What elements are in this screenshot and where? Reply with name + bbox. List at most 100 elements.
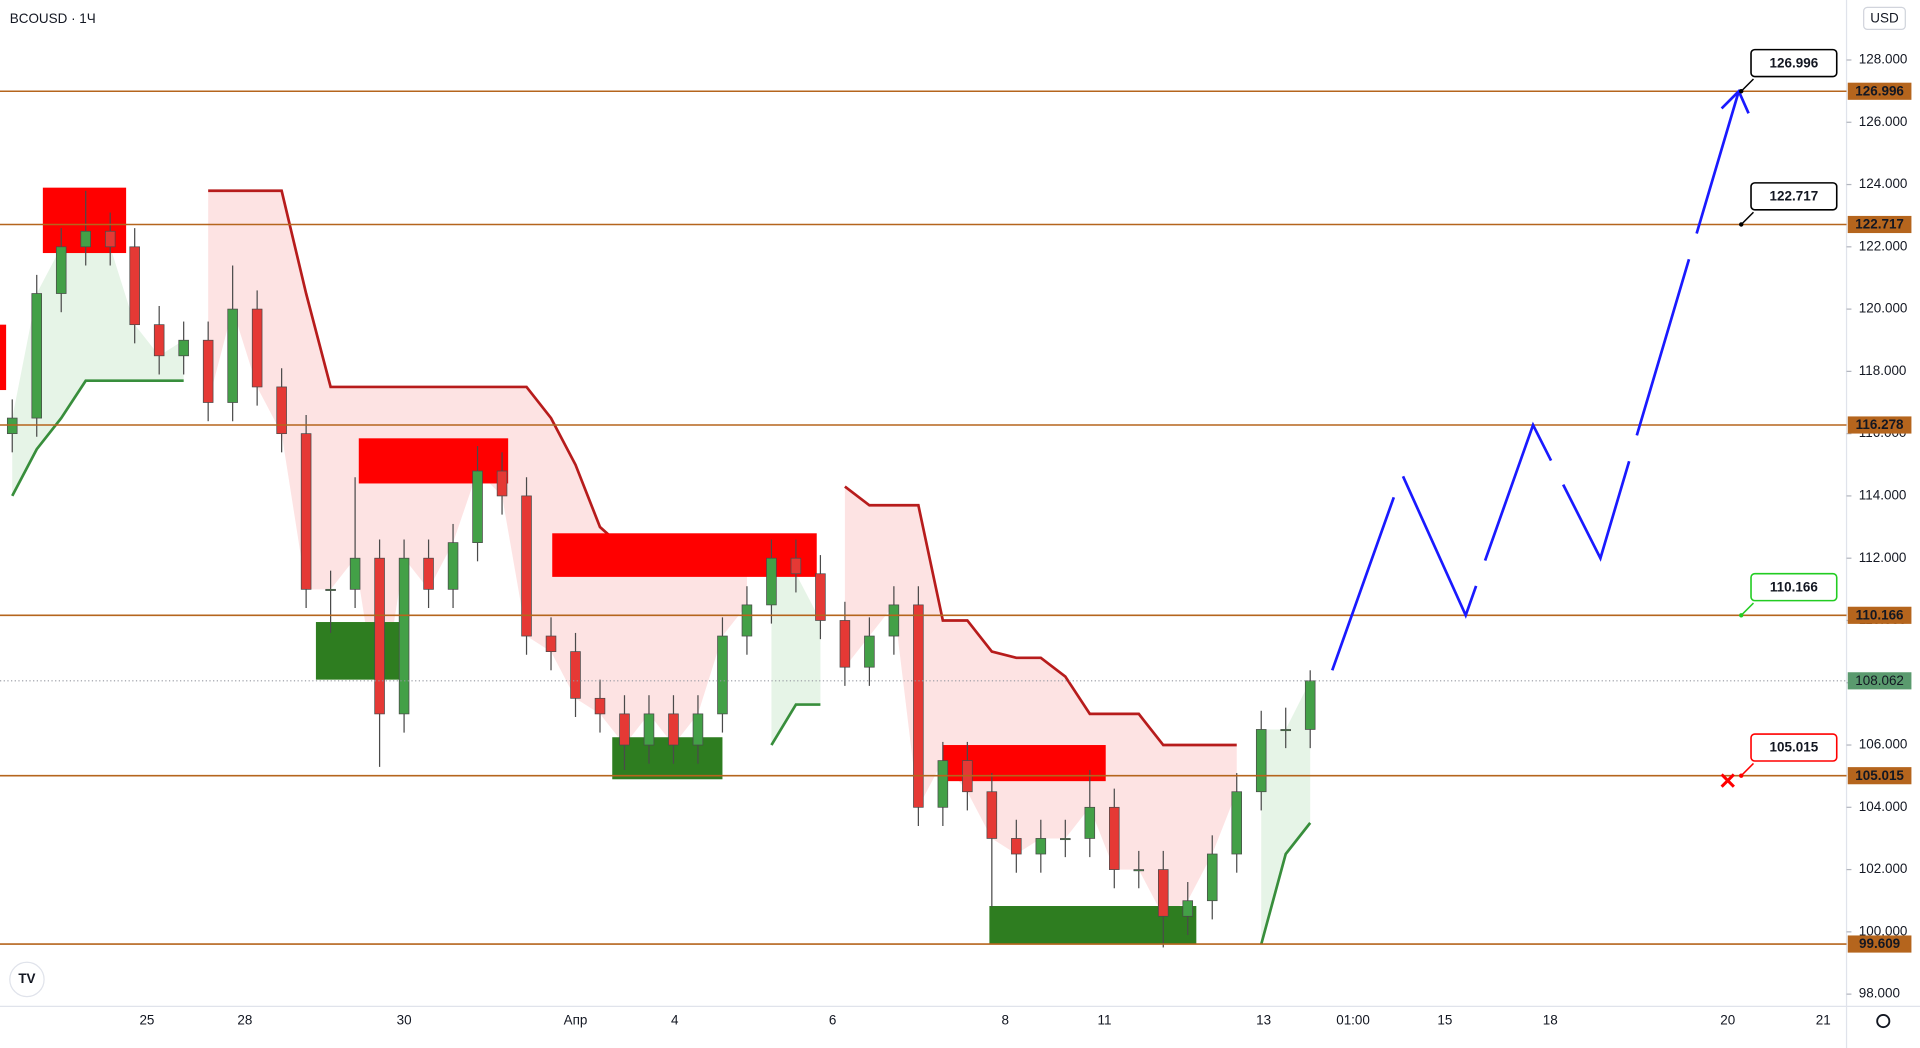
y-tick-label: 118.000 (1859, 363, 1907, 378)
candle-body (1280, 729, 1291, 732)
level-badge (1847, 416, 1912, 434)
x-tick-label: Апр (564, 1013, 588, 1028)
x-tick-label: 20 (1720, 1013, 1735, 1028)
level-badge-label: 126.996 (1855, 83, 1904, 98)
level-badge-label: 110.166 (1856, 607, 1904, 622)
x-tick-label: 01:00 (1336, 1013, 1370, 1028)
y-tick-label: 122.000 (1859, 238, 1908, 253)
candle-body (423, 557, 434, 590)
currency-label[interactable]: USD (1870, 11, 1899, 26)
level-badge (1847, 767, 1912, 785)
zone (552, 533, 817, 577)
candle-body (349, 557, 361, 590)
symbol-title: BCOUSD · 1Ч (10, 11, 96, 26)
level-badge-label: 105.015 (1855, 768, 1904, 783)
candle-body (178, 339, 189, 357)
candle-body (619, 713, 630, 746)
level-badge (1847, 935, 1912, 953)
last-price-label: 108.062 (1855, 673, 1904, 688)
callout-label: 122.717 (1770, 189, 1819, 204)
y-tick-label: 124.000 (1859, 176, 1908, 191)
candle-body (1231, 791, 1242, 855)
x-tick-label: 18 (1543, 1013, 1558, 1028)
stop-marker (1720, 773, 1735, 788)
candle-body (1035, 838, 1047, 855)
candle-body (937, 760, 949, 808)
x-tick-label: 15 (1437, 1013, 1452, 1028)
candle-body (1133, 869, 1145, 872)
tradingview-logo: TV (9, 961, 45, 998)
callout-pointer (1740, 78, 1754, 92)
candle-body (594, 697, 606, 715)
candle-body (31, 293, 42, 419)
trail-fill (12, 231, 184, 496)
callout-anchor (1739, 89, 1744, 94)
candle-body (1158, 869, 1169, 917)
y-tick-label: 102.000 (1859, 861, 1908, 876)
trail-line (1259, 822, 1312, 945)
x-tick-label: 21 (1816, 1013, 1831, 1028)
currency-button[interactable] (1863, 6, 1906, 30)
x-tick-label: 28 (237, 1013, 252, 1028)
candle-body (202, 339, 214, 403)
zone (358, 438, 509, 484)
callout-box (1750, 733, 1838, 762)
projection-path (1330, 90, 1741, 671)
candle-body (545, 635, 557, 652)
candle-body (1011, 838, 1022, 855)
candle-body (1182, 900, 1194, 917)
candle-body (864, 635, 875, 668)
candle-body (1109, 806, 1120, 870)
x-tick-label: 30 (397, 1013, 412, 1028)
candle-body (643, 713, 655, 746)
projection-arrowhead (1720, 88, 1750, 114)
candle-body (839, 620, 851, 668)
level-badge-label: 116.278 (1856, 417, 1904, 432)
callout-pointer (1740, 211, 1754, 226)
candle-body (1304, 680, 1316, 730)
zone (315, 622, 402, 680)
y-tick-label: 120.000 (1859, 301, 1908, 316)
candle-body (986, 791, 998, 839)
candle-body (153, 324, 165, 357)
candle-body (888, 604, 900, 637)
trail-line (770, 703, 821, 746)
y-tick-label: 128.000 (1859, 52, 1908, 67)
x-tick-label: 4 (671, 1013, 679, 1028)
candle-body (447, 542, 459, 590)
candle-body (521, 495, 532, 637)
callout-anchor (1739, 222, 1744, 227)
candle-body (129, 246, 140, 326)
candle-body (80, 230, 91, 248)
level-badge (1847, 82, 1912, 100)
candle-body (790, 557, 802, 575)
level-badge-label: 99.609 (1859, 936, 1900, 951)
candle-body (325, 588, 336, 591)
last-price-badge (1847, 672, 1912, 690)
candle-body (570, 651, 581, 699)
candle-body (398, 557, 410, 715)
x-tick-label: 8 (1002, 1013, 1009, 1028)
zone (0, 324, 7, 391)
candle-body (6, 417, 18, 435)
callout-anchor (1739, 773, 1744, 778)
settings-icon[interactable] (1876, 1014, 1891, 1029)
y-tick-label: 114.000 (1859, 487, 1907, 502)
candle-body (1206, 853, 1218, 902)
candle-body (227, 308, 238, 403)
candle-body (913, 604, 924, 808)
y-tick-label: 126.000 (1859, 114, 1908, 129)
callout-label: 105.015 (1770, 740, 1819, 755)
zone (612, 737, 723, 780)
trail-fill (1261, 680, 1311, 945)
candle-body (815, 573, 826, 621)
trail-line (11, 379, 184, 497)
candle-body (496, 470, 508, 497)
level-badge-label: 122.717 (1855, 217, 1904, 232)
candle-body (668, 713, 679, 746)
y-tick-label: 98.000 (1859, 986, 1900, 1001)
candle-body (472, 470, 483, 543)
